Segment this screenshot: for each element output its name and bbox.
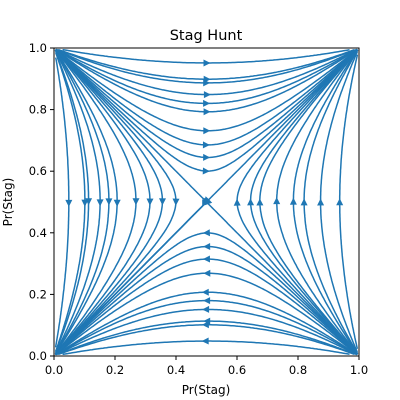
flow-arrow [233,198,241,206]
flow-arrow [203,91,211,99]
flow-arrow [202,141,210,149]
flow-arrow [203,99,211,107]
streamline [54,49,208,356]
flow-arrow [203,127,211,135]
streamline [338,54,359,349]
streamline [57,308,356,355]
flow-arrow [201,337,209,345]
y-axis-label: Pr(Stag) [1,178,15,227]
flow-arrow [203,59,211,67]
streamline [204,49,358,204]
streamline [55,200,358,355]
flow-arrow [132,198,140,206]
streamline [57,49,356,96]
flow-arrow [203,79,211,87]
y-tick-label: 0.8 [29,103,47,117]
flow-arrow [159,198,166,206]
streamline [55,51,101,353]
y-tick-label: 0.2 [29,287,47,301]
flow-arrow [203,317,211,325]
y-tick-label: 0.6 [29,164,47,178]
flow-arrow [203,269,211,277]
flow-arrow [113,199,121,207]
x-tick-label: 0.0 [45,363,63,377]
flow-arrow [202,167,210,175]
flow-arrow [247,198,255,206]
x-tick-label: 0.8 [289,363,307,377]
flow-arrow [317,198,325,206]
streamlines [54,48,359,356]
flow-arrow [203,108,211,116]
flow-arrow [146,198,154,206]
x-tick-label: 1.0 [350,363,368,377]
flow-arrow [203,153,211,161]
flow-arrow [300,198,308,206]
flow-arrow [202,229,210,237]
y-tick-label: 1.0 [29,41,47,55]
flow-arrow [256,198,264,206]
x-tick-label: 0.2 [106,363,124,377]
flow-arrow [202,199,210,207]
y-tick-label: 0.4 [29,226,47,240]
y-axis: 0.0 0.2 0.4 0.6 0.8 1.0 [29,41,54,363]
flow-arrow [96,199,104,207]
x-axis-label: Pr(Stag) [182,383,231,397]
flow-arrow [202,255,210,263]
flow-arrow [336,198,344,206]
x-tick-label: 0.4 [167,363,185,377]
x-tick-label: 0.6 [228,363,246,377]
plot-frame [53,47,360,357]
flow-arrow [201,288,209,296]
flow-arrow [203,243,211,250]
flow-arrow [105,198,113,206]
x-axis: 0.0 0.2 0.4 0.6 0.8 1.0 [45,356,368,377]
flow-arrow [203,297,211,305]
flow-arrow [65,199,73,207]
flow-arrow [85,198,93,206]
flow-arrow [202,305,210,313]
flow-arrow [172,198,180,206]
flow-arrow [273,197,281,205]
chart-title: Stag Hunt [170,28,243,44]
y-tick-label: 0.0 [29,349,47,363]
flow-arrow [289,197,297,205]
